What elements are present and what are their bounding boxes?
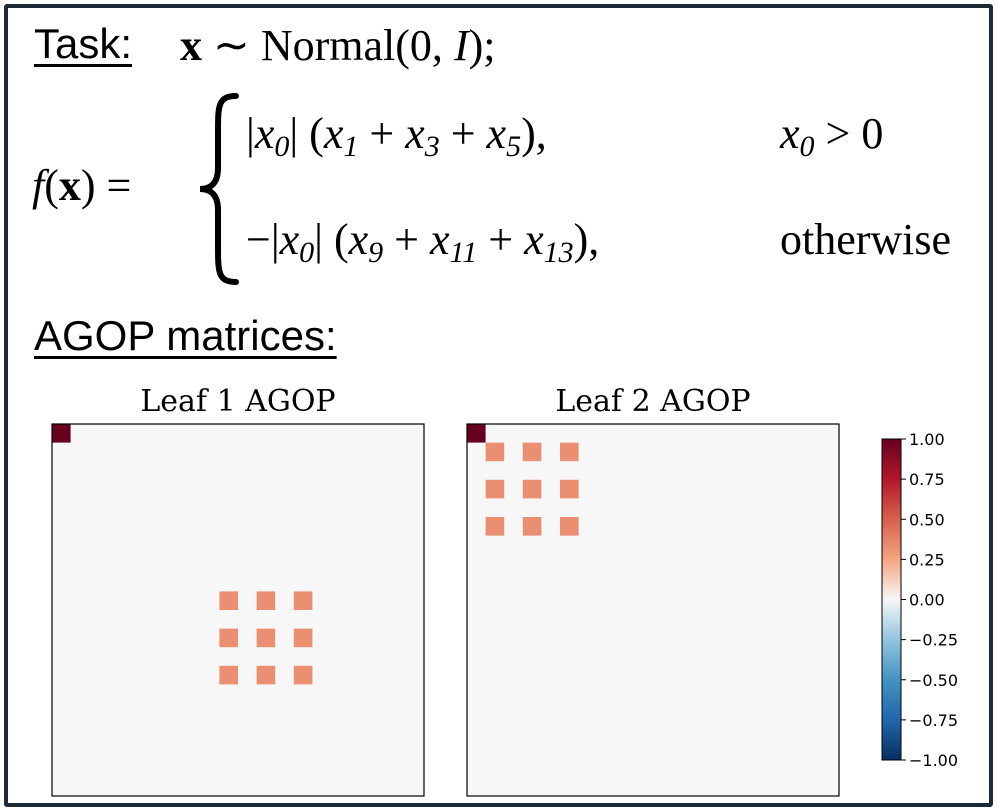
heatmap-cell xyxy=(256,665,276,685)
case-1-expression: |x0| (x1 + x3 + x5), xyxy=(246,109,547,163)
colorbar-tick-label: 0.25 xyxy=(909,550,945,569)
colorbar-tick-label: 0.75 xyxy=(909,470,945,489)
colorbar-tick-label: −0.50 xyxy=(909,671,958,690)
cases-brace xyxy=(199,93,239,285)
case-2-condition: otherwise xyxy=(780,215,952,264)
heatmap-cell xyxy=(485,479,505,499)
heatmap-cell xyxy=(293,628,313,648)
panel-1-title: Leaf 1 AGOP xyxy=(140,384,336,419)
heatmap-cell xyxy=(485,517,505,536)
heatmap-cell xyxy=(560,442,579,462)
heatmap-cell xyxy=(219,665,238,685)
figure-frame xyxy=(4,4,993,807)
heatmap-cell xyxy=(256,628,276,648)
case-2-expression: −|x0| (x9 + x11 + x13), xyxy=(246,215,600,269)
heatmap-cell xyxy=(560,517,579,536)
colorbar-tick-label: 0.50 xyxy=(909,510,945,529)
heatmap-cell xyxy=(522,479,542,499)
agop-heading: AGOP matrices: xyxy=(34,312,337,359)
heatmap-border xyxy=(51,423,425,797)
heatmap-panel-2 xyxy=(466,423,840,797)
heatmap-cell xyxy=(293,591,313,610)
heatmap-cell xyxy=(256,591,276,610)
case-1-condition: x0 > 0 xyxy=(780,109,884,163)
colorbar-tick-label: −0.75 xyxy=(909,711,958,730)
colorbar xyxy=(881,438,902,761)
heatmap-cell xyxy=(467,424,486,443)
heatmap-cell xyxy=(485,442,505,462)
heatmap-cell xyxy=(219,591,238,610)
heatmap-cell xyxy=(52,424,71,443)
heatmap-panel-1 xyxy=(51,423,425,797)
formula-lhs: f(x) = xyxy=(32,161,132,210)
heatmap-cell xyxy=(560,479,579,499)
colorbar-tick-label: −0.25 xyxy=(909,631,958,650)
heatmap-cell xyxy=(293,665,313,685)
panel-2-title: Leaf 2 AGOP xyxy=(555,384,751,419)
heatmap-cell xyxy=(219,628,238,648)
colorbar-tick-label: 0.00 xyxy=(909,591,945,610)
colorbar-tick-label: 1.00 xyxy=(909,430,945,449)
heatmap-border xyxy=(466,423,840,797)
task-heading: Task: xyxy=(34,20,133,67)
colorbar-tick-label: −1.00 xyxy=(909,751,958,770)
heatmap-cell xyxy=(522,517,542,536)
heatmap-cell xyxy=(522,442,542,462)
formula-distribution: x ∼ Normal(0, I); xyxy=(180,21,496,70)
